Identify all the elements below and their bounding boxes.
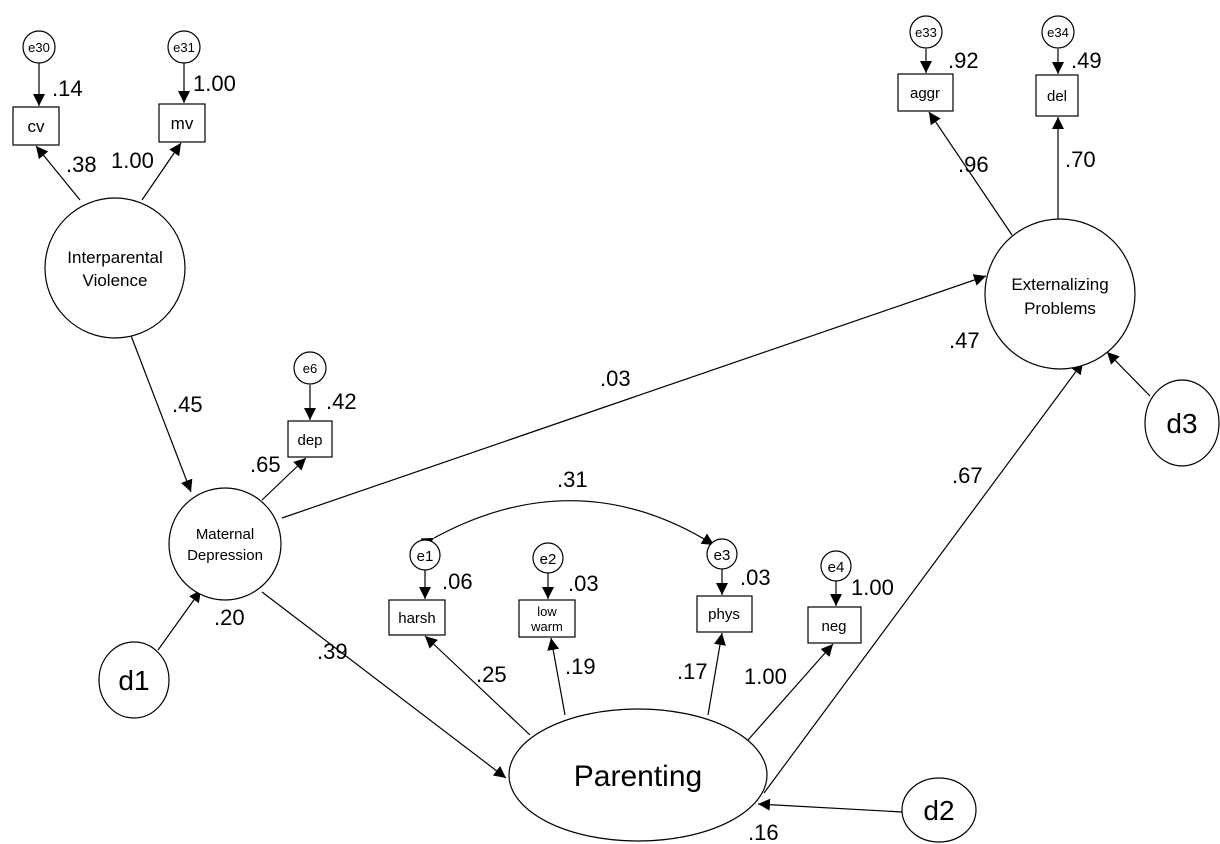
covariance-e1-e3 <box>420 500 715 549</box>
coef-viol-dep: .45 <box>172 392 203 417</box>
svg-text:d3: d3 <box>1166 408 1197 439</box>
path-par-neg <box>747 643 834 741</box>
path-viol-mv <box>141 142 182 201</box>
svg-text:e4: e4 <box>828 559 845 576</box>
path-d1-dep <box>157 589 202 651</box>
indicator-dep: dep <box>287 420 333 458</box>
indicator-mv: mv <box>158 103 206 143</box>
path-par-ext <box>763 361 1084 794</box>
path-d2-par <box>757 798 903 813</box>
coef-phys-load: .17 <box>677 659 708 684</box>
error-e31: e31 <box>167 30 201 64</box>
svg-text:e34: e34 <box>1047 25 1069 40</box>
svg-text:phys: phys <box>708 606 740 623</box>
svg-text:dep: dep <box>297 432 322 449</box>
coef-neg-r2: 1.00 <box>851 575 894 600</box>
svg-text:cv: cv <box>28 117 46 136</box>
coef-cv-load: .38 <box>66 152 97 177</box>
path-par-lowwarm <box>547 637 566 716</box>
svg-text:del: del <box>1047 88 1067 105</box>
indicator-lowwarm: low warm <box>518 599 576 638</box>
coef-e1-e3: .31 <box>557 467 588 492</box>
path-dep-ext <box>281 274 987 519</box>
indicator-aggr: aggr <box>897 73 954 112</box>
svg-text:warm: warm <box>530 619 563 634</box>
coef-del-load: .70 <box>1065 147 1096 172</box>
error-e6: e6 <box>293 351 327 385</box>
svg-text:aggr: aggr <box>910 85 940 102</box>
coef-mv-load: 1.00 <box>111 148 154 173</box>
coef-cv-r2: .14 <box>52 76 83 101</box>
coef-harsh-r2: .06 <box>442 569 473 594</box>
svg-text:e31: e31 <box>173 40 195 55</box>
coef-harsh-load: .25 <box>476 662 507 687</box>
coef-ext-r2: .47 <box>949 328 980 353</box>
svg-text:harsh: harsh <box>398 610 436 627</box>
path-par-phys <box>707 632 726 716</box>
svg-text:mv: mv <box>171 114 194 133</box>
svg-text:Maternal: Maternal <box>196 526 254 543</box>
svg-text:Externalizing: Externalizing <box>1011 275 1108 294</box>
latent-externalizing-problems: Externalizing Problems <box>984 218 1136 370</box>
coef-dep-load: .65 <box>250 452 281 477</box>
disturbance-d2: d2 <box>901 777 977 843</box>
path-viol-dep <box>129 332 193 493</box>
indicator-phys: phys <box>696 595 753 633</box>
error-e3: e3 <box>706 538 738 570</box>
coef-aggr-r2: .92 <box>948 48 979 73</box>
path-viol-cv <box>35 145 81 201</box>
svg-text:e33: e33 <box>915 25 937 40</box>
svg-text:e6: e6 <box>303 361 317 376</box>
path-ext-aggr <box>928 111 1013 236</box>
svg-text:Problems: Problems <box>1024 299 1096 318</box>
disturbance-d1: d1 <box>98 641 170 719</box>
latent-maternal-depression: Maternal Depression <box>168 487 282 601</box>
svg-text:low: low <box>537 604 557 619</box>
svg-text:d2: d2 <box>923 795 954 826</box>
coef-lowwarm-r2: .03 <box>568 571 599 596</box>
coef-del-r2: .49 <box>1071 48 1102 73</box>
indicator-del: del <box>1035 74 1079 117</box>
svg-text:Parenting: Parenting <box>574 760 702 793</box>
svg-text:e2: e2 <box>540 551 557 568</box>
path-dep-deplv <box>261 457 307 501</box>
coef-aggr-load: .96 <box>958 152 989 177</box>
coef-par-r2: .16 <box>748 820 779 844</box>
error-e34: e34 <box>1041 15 1075 49</box>
disturbance-d3: d3 <box>1144 379 1220 467</box>
coef-par-ext: .67 <box>952 463 983 488</box>
path-d3-ext <box>1106 351 1151 397</box>
latent-parenting: Parenting <box>508 708 768 842</box>
indicator-neg: neg <box>807 606 862 644</box>
svg-text:e3: e3 <box>714 547 731 564</box>
error-e4: e4 <box>820 550 852 582</box>
error-e2: e2 <box>532 542 564 574</box>
coef-dep-par: .39 <box>317 639 348 664</box>
svg-text:d1: d1 <box>118 665 149 696</box>
svg-text:neg: neg <box>821 618 846 635</box>
error-e33: e33 <box>909 15 943 49</box>
coef-dep-ext: .03 <box>600 366 631 391</box>
coef-dep-r2: .42 <box>326 389 357 414</box>
svg-text:e30: e30 <box>28 40 50 55</box>
svg-text:Interparental: Interparental <box>67 248 162 267</box>
svg-text:Depression: Depression <box>187 547 263 564</box>
indicator-cv: cv <box>12 106 60 146</box>
path-dep-par <box>261 591 507 779</box>
coef-lowwarm-load: .19 <box>565 654 596 679</box>
coef-mv-r2: 1.00 <box>193 71 236 96</box>
coef-neg-load: 1.00 <box>744 664 787 689</box>
error-e30: e30 <box>22 30 56 64</box>
coef-dep-r2-latent: .20 <box>214 605 245 630</box>
error-e1: e1 <box>409 539 441 571</box>
path-par-harsh <box>424 635 531 736</box>
indicator-harsh: harsh <box>388 599 446 636</box>
svg-text:e1: e1 <box>417 548 434 565</box>
coef-phys-r2: .03 <box>740 565 771 590</box>
latent-interparental-violence: Interparental Violence <box>44 197 186 339</box>
svg-text:Violence: Violence <box>83 271 148 290</box>
